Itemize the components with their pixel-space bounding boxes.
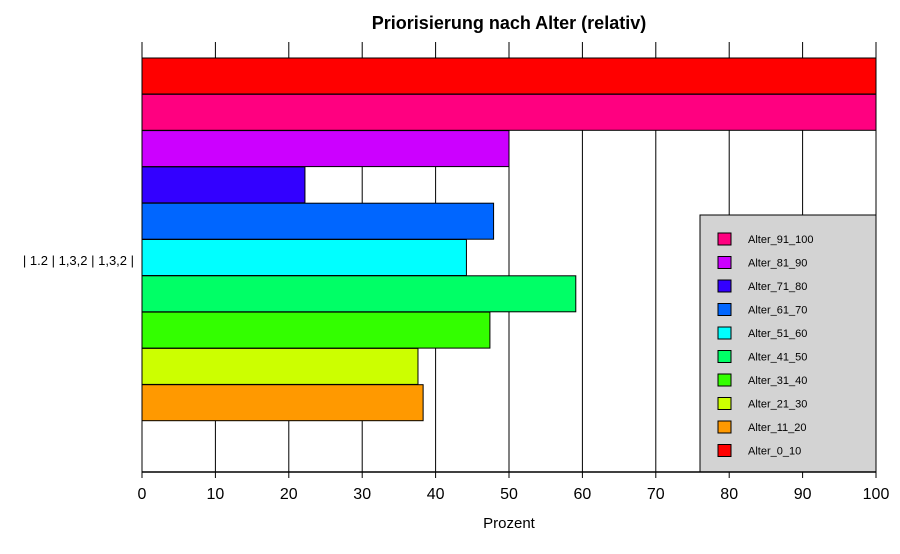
bar-alter-71-80 bbox=[141, 166, 306, 204]
x-tick-label-10: 10 bbox=[207, 486, 225, 503]
legend-label-alter-11-20: Alter_11_20 bbox=[748, 422, 807, 434]
legend-label-alter-0-10: Alter_0_10 bbox=[748, 446, 801, 458]
legend: Alter_91_100 Alter_81_90 Alter_71_80 Alter_… bbox=[699, 214, 877, 473]
legend-label-alter-91-100: Alter_91_100 bbox=[748, 234, 813, 246]
x-tick-label-0: 0 bbox=[138, 486, 147, 503]
legend-swatch-alter-71-80 bbox=[717, 279, 732, 293]
bar-alter-21-30 bbox=[141, 347, 419, 385]
x-tick-label-40: 40 bbox=[427, 486, 445, 503]
bar-alter-41-50 bbox=[141, 275, 577, 313]
bar-alter-61-70 bbox=[141, 202, 495, 240]
legend-swatch-alter-41-50 bbox=[717, 350, 732, 363]
x-tick-label-20: 20 bbox=[280, 486, 298, 503]
bars bbox=[141, 57, 877, 422]
legend-label-alter-81-90: Alter_81_90 bbox=[748, 258, 807, 270]
legend-swatch-alter-91-100 bbox=[717, 232, 732, 246]
legend-swatch-alter-81-90 bbox=[717, 256, 732, 269]
x-tick-label-30: 30 bbox=[353, 486, 371, 503]
bar-alter-91-100 bbox=[141, 93, 877, 131]
x-tick-label-60: 60 bbox=[574, 486, 592, 503]
legend-swatch-alter-31-40 bbox=[717, 373, 732, 387]
x-tick-label-50: 50 bbox=[500, 486, 518, 503]
x-tick-label-90: 90 bbox=[794, 486, 812, 503]
legend-label-alter-41-50: Alter_41_50 bbox=[748, 352, 807, 364]
x-axis: 0 10 20 30 40 50 60 70 80 90 100 bbox=[138, 471, 890, 503]
bar-alter-11-20 bbox=[141, 384, 424, 422]
x-tick-label-100: 100 bbox=[863, 486, 890, 503]
legend-swatch-alter-0-10 bbox=[717, 444, 732, 457]
chart-title: Priorisierung nach Alter (relativ) bbox=[372, 13, 646, 33]
bar-alter-0-10 bbox=[141, 57, 877, 95]
x-axis-label: Prozent bbox=[483, 515, 536, 532]
bar-alter-31-40 bbox=[141, 311, 491, 349]
x-tick-label-80: 80 bbox=[720, 486, 738, 503]
x-tick-label-70: 70 bbox=[647, 486, 665, 503]
legend-swatch-alter-21-30 bbox=[717, 397, 732, 410]
legend-label-alter-61-70: Alter_61_70 bbox=[748, 305, 807, 317]
legend-swatch-alter-61-70 bbox=[717, 303, 732, 316]
bar-alter-81-90 bbox=[141, 130, 510, 168]
legend-label-alter-71-80: Alter_71_80 bbox=[748, 281, 807, 293]
legend-label-alter-51-60: Alter_51_60 bbox=[748, 328, 807, 340]
legend-swatch-alter-51-60 bbox=[717, 326, 732, 340]
category-label: | 1.2 | 1,3,2 | 1,3,2 | bbox=[23, 253, 134, 268]
legend-label-alter-31-40: Alter_31_40 bbox=[748, 375, 807, 387]
bar-alter-51-60 bbox=[141, 239, 467, 276]
legend-swatch-alter-11-20 bbox=[717, 420, 732, 434]
legend-label-alter-21-30: Alter_21_30 bbox=[748, 399, 807, 411]
